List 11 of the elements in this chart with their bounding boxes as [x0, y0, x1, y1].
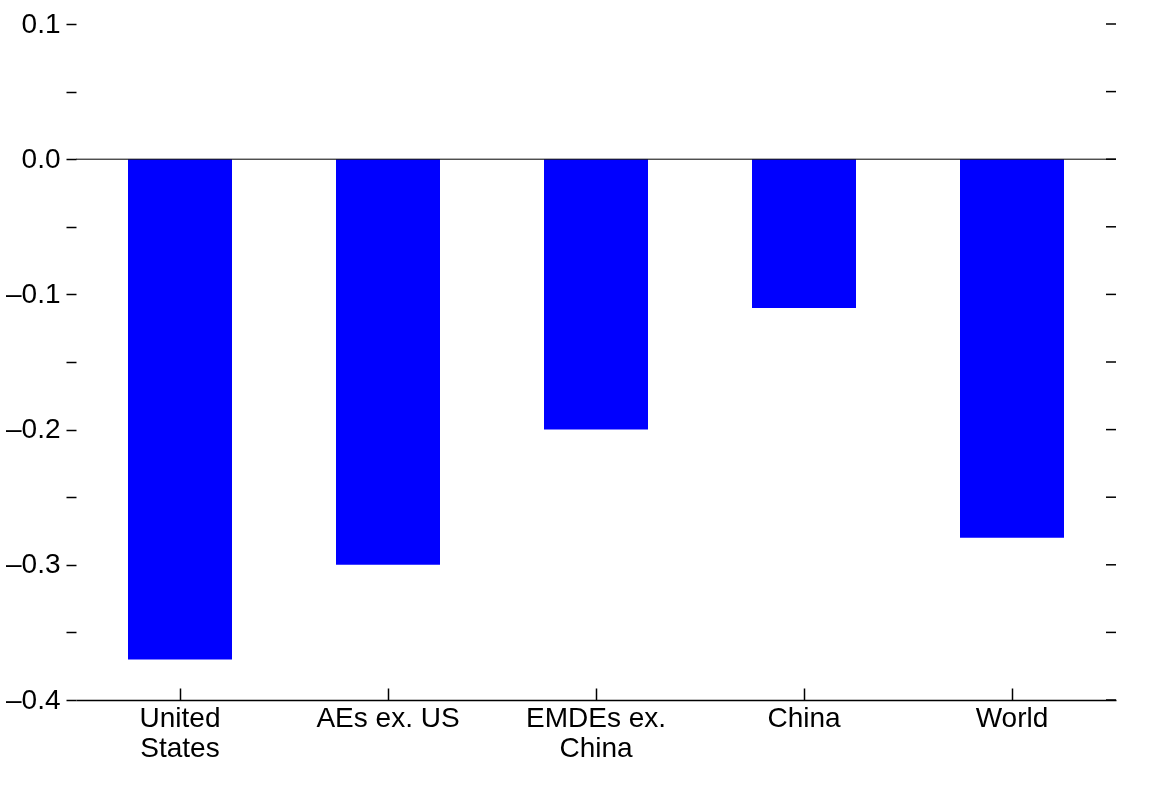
y-tick-label: –0.1 — [6, 277, 61, 309]
y-tick-label: –0.3 — [6, 548, 61, 580]
x-tick-label: EMDEs ex. China — [525, 701, 667, 763]
x-tick-label: World — [975, 701, 1049, 733]
x-tick-label: AEs ex. US — [316, 701, 460, 733]
y-tick-label: 0.0 — [21, 142, 61, 174]
y-tick-label: –0.2 — [6, 413, 61, 445]
x-tick-label: United States — [139, 701, 221, 763]
x-tick-label: China — [767, 701, 841, 733]
y-tick-label: –0.4 — [6, 683, 61, 715]
y-tick-label: 0.1 — [21, 7, 61, 39]
